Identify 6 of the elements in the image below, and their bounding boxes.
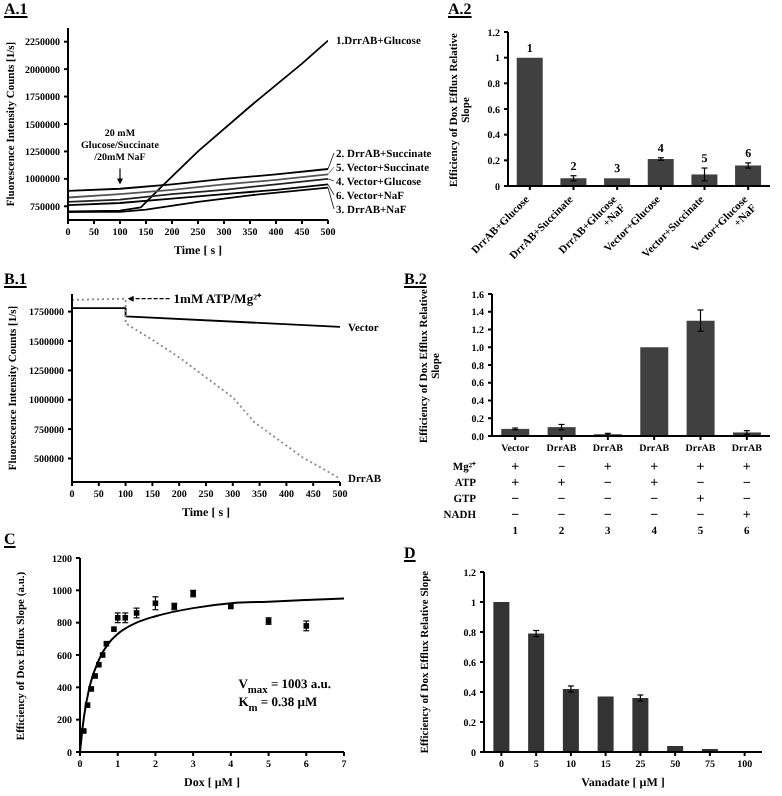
chart-title: A.1 bbox=[4, 0, 28, 18]
chart-title: B.2 bbox=[404, 270, 427, 288]
chart-title: A.2 bbox=[448, 0, 472, 18]
chart-title: C bbox=[4, 530, 16, 548]
chart-title: B.1 bbox=[4, 270, 27, 288]
chart-title: D bbox=[404, 544, 416, 562]
